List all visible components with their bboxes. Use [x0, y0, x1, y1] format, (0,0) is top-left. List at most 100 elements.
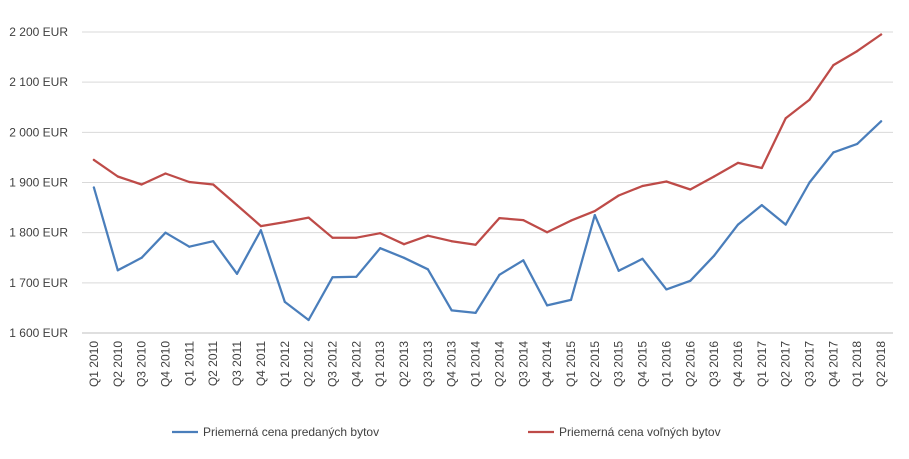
data-point	[116, 269, 119, 272]
x-tick-label: Q1 2012	[278, 341, 292, 387]
data-point	[689, 188, 692, 191]
data-point	[355, 275, 358, 278]
data-point	[760, 166, 763, 170]
x-tick-label: Q4 2013	[445, 341, 459, 387]
data-point	[832, 151, 835, 154]
series-layer	[92, 33, 883, 322]
x-tick-label: Q2 2017	[779, 341, 793, 387]
data-point	[856, 142, 859, 145]
x-axis: Q1 2010 Q2 2010 Q3 2010 Q4 2010 Q1 2011 Q2 20…	[87, 341, 888, 387]
x-tick-label: Q1 2010	[87, 341, 101, 387]
data-point	[188, 245, 191, 248]
data-point	[426, 234, 429, 237]
data-point	[713, 254, 716, 257]
data-point	[522, 219, 525, 222]
data-point	[617, 269, 620, 272]
x-tick-label: Q4 2012	[349, 341, 363, 387]
x-tick-label: Q4 2011	[254, 341, 268, 386]
data-point	[808, 98, 811, 101]
data-point	[665, 180, 668, 183]
data-point	[307, 318, 310, 322]
data-point	[379, 232, 382, 235]
x-tick-label: Q2 2016	[683, 341, 697, 387]
x-tick-label: Q3 2014	[516, 341, 530, 387]
data-point	[546, 231, 549, 234]
data-point	[331, 236, 334, 239]
series-line-2	[92, 33, 883, 246]
y-tick-label: 1 900 EUR	[9, 176, 68, 190]
y-tick-label: 2 100 EUR	[9, 75, 68, 89]
data-point	[736, 161, 740, 164]
data-point	[402, 243, 406, 246]
data-point	[235, 204, 239, 207]
legend-label: Priemerná cena voľných bytov	[559, 425, 721, 439]
data-point	[402, 256, 406, 259]
x-tick-label: Q2 2010	[111, 341, 125, 387]
y-tick-label: 1 800 EUR	[9, 226, 68, 240]
x-tick-label: Q2 2015	[588, 341, 602, 387]
x-tick-label: Q3 2017	[803, 341, 817, 387]
data-point	[283, 221, 286, 224]
data-point	[235, 272, 239, 275]
x-tick-label: Q4 2017	[826, 341, 840, 387]
x-tick-label: Q1 2017	[755, 341, 769, 387]
data-point	[140, 183, 143, 186]
data-point	[164, 231, 167, 234]
x-tick-label: Q1 2013	[373, 341, 387, 387]
x-tick-label: Q3 2015	[612, 341, 626, 387]
data-point	[569, 298, 573, 301]
x-tick-label: Q1 2014	[469, 341, 483, 387]
data-point	[474, 243, 477, 246]
x-tick-label: Q1 2016	[659, 341, 673, 387]
data-point	[259, 229, 262, 232]
legend: Priemerná cena predaných bytov Priemerná …	[172, 425, 721, 439]
x-tick-label: Q1 2018	[850, 341, 864, 387]
data-point	[713, 175, 716, 178]
data-point	[331, 276, 334, 279]
data-point	[546, 304, 549, 307]
data-point	[617, 194, 620, 197]
x-tick-label: Q3 2013	[421, 341, 435, 387]
data-point	[593, 214, 596, 217]
x-tick-label: Q2 2012	[302, 341, 316, 387]
data-point	[736, 223, 740, 226]
x-tick-label: Q4 2010	[158, 341, 172, 387]
data-point	[641, 184, 644, 188]
data-point	[880, 33, 883, 36]
y-tick-label: 1 600 EUR	[9, 326, 68, 340]
x-tick-label: Q4 2014	[540, 341, 554, 387]
data-point	[92, 186, 95, 189]
y-axis: 1 600 EUR 1 700 EUR 1 800 EUR 1 900 EUR 2 00…	[9, 25, 68, 340]
data-point	[140, 256, 143, 259]
y-tick-label: 1 700 EUR	[9, 276, 68, 290]
data-point	[450, 309, 453, 312]
x-tick-label: Q4 2015	[636, 341, 650, 387]
x-tick-label: Q3 2012	[325, 341, 339, 387]
data-point	[641, 257, 644, 260]
data-point	[426, 268, 429, 271]
data-point	[832, 64, 835, 67]
data-point	[498, 217, 501, 220]
data-point	[856, 50, 859, 53]
data-point	[116, 175, 119, 178]
data-point	[474, 311, 477, 314]
data-point	[689, 279, 692, 282]
data-point	[212, 240, 215, 243]
data-point	[569, 219, 573, 222]
x-tick-label: Q3 2011	[230, 341, 244, 386]
x-tick-label: Q2 2013	[397, 341, 411, 387]
x-tick-label: Q3 2010	[135, 341, 149, 387]
x-tick-label: Q2 2014	[492, 341, 506, 387]
data-point	[522, 259, 525, 262]
data-point	[355, 236, 358, 239]
series-line-1	[92, 120, 883, 322]
data-point	[307, 216, 310, 219]
x-tick-label: Q4 2016	[731, 341, 745, 387]
data-point	[259, 225, 262, 228]
x-tick-label: Q2 2018	[874, 341, 888, 387]
x-tick-label: Q1 2011	[182, 341, 196, 386]
x-tick-label: Q3 2016	[707, 341, 721, 387]
data-point	[212, 183, 215, 186]
y-tick-label: 2 000 EUR	[9, 125, 68, 139]
data-point	[760, 204, 763, 207]
